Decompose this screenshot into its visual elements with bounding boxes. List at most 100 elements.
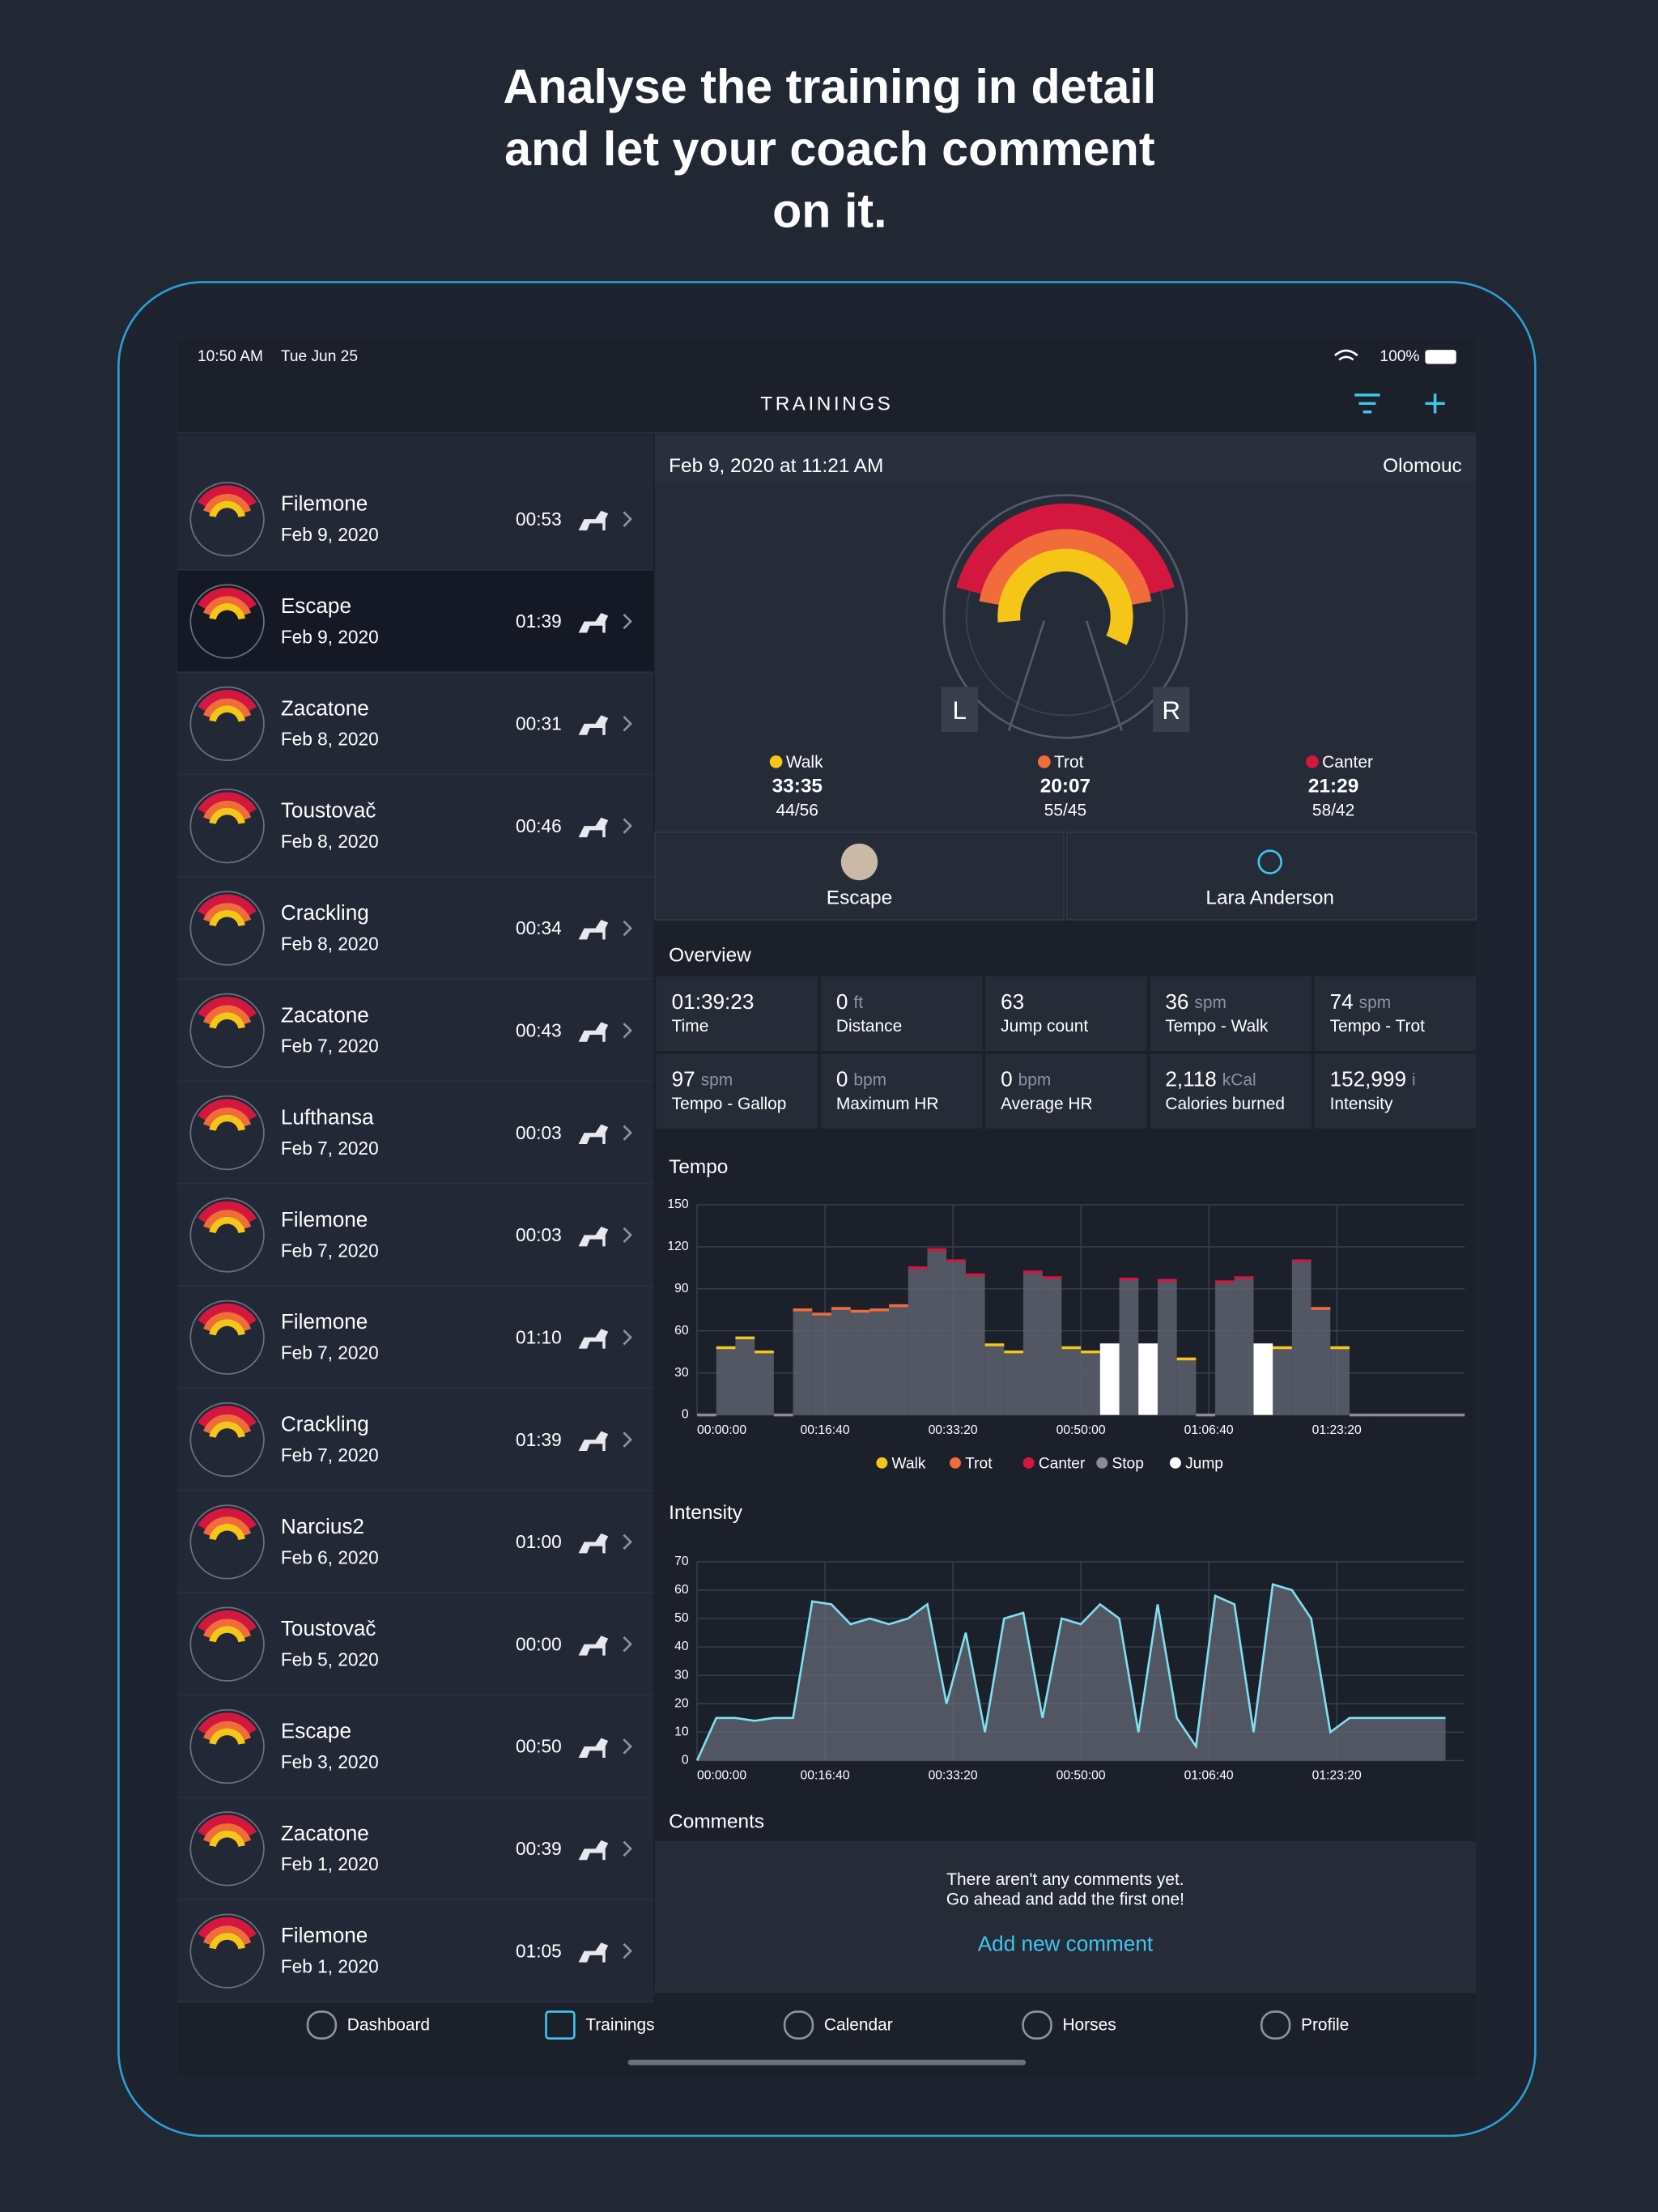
tab-label[interactable]: Trainings (585, 2016, 654, 2035)
value: 97 (672, 1067, 695, 1091)
y-tick-label: 60 (674, 1583, 689, 1597)
legend-label: Walk (892, 1456, 926, 1473)
overview-label: Intensity (1330, 1095, 1393, 1113)
gauge-band (209, 807, 245, 824)
gauge-band (209, 602, 245, 620)
x-tick-label: 00:50:00 (1056, 1423, 1106, 1437)
tempo-bar (1291, 1261, 1312, 1415)
training-row[interactable] (177, 775, 653, 877)
tempo-bar (1061, 1347, 1082, 1415)
gauge-band (203, 493, 252, 513)
training-row[interactable] (177, 1082, 653, 1184)
tab-icon[interactable] (545, 2010, 576, 2040)
training-name: Crackling (281, 900, 369, 925)
gauge-band (209, 705, 245, 722)
horse-icon (578, 1840, 609, 1861)
tempo-bar (1081, 1351, 1100, 1415)
tab-label[interactable]: Horses (1062, 2016, 1116, 2035)
gauge-band (198, 792, 257, 814)
overview-value: 63 (1001, 989, 1024, 1014)
tab-icon[interactable] (306, 2010, 338, 2040)
training-name: Zacatone (281, 696, 369, 720)
overview-tile (1150, 976, 1312, 1052)
add-button[interactable] (1425, 393, 1445, 414)
value: 152,999 (1330, 1067, 1406, 1091)
overview-tile (1314, 1053, 1477, 1129)
overview-tile (984, 976, 1147, 1052)
training-row[interactable] (177, 1184, 653, 1287)
overview-label: Maximum HR (836, 1095, 939, 1113)
gauge-outline (189, 1197, 265, 1273)
gauge-outline (189, 584, 265, 659)
training-row[interactable] (177, 1899, 653, 2002)
chevron (623, 1636, 632, 1653)
legend-dot (876, 1457, 888, 1469)
overview-tile (1314, 976, 1477, 1052)
unit: spm (1194, 993, 1226, 1011)
gauge-band (203, 1721, 252, 1741)
gauge-band (198, 1508, 257, 1529)
tempo-bar (812, 1313, 831, 1415)
tab-label[interactable]: Profile (1301, 2016, 1349, 2035)
training-duration: 00:03 (516, 1122, 562, 1143)
filter-button[interactable] (1354, 393, 1380, 414)
tab-label[interactable]: Calendar (824, 2016, 893, 2035)
gauge-band (203, 596, 252, 615)
comments-panel (654, 1840, 1477, 1993)
tempo-bar (831, 1308, 851, 1415)
gauge-band (203, 1619, 252, 1638)
gauge-label: L (952, 696, 966, 725)
gauge-band (209, 909, 245, 927)
overview-label: Tempo - Walk (1165, 1017, 1269, 1036)
y-tick-label: 150 (667, 1197, 688, 1211)
status-date: Tue Jun 25 (281, 348, 358, 365)
chevron (623, 818, 632, 834)
gait-name: Trot (1054, 753, 1084, 772)
chevron (623, 511, 632, 527)
training-row[interactable] (177, 1491, 653, 1593)
unit: ft (853, 993, 863, 1011)
tab-icon[interactable] (1260, 2010, 1291, 2040)
training-row[interactable] (177, 673, 653, 775)
overview-tile (820, 976, 983, 1052)
training-row[interactable] (177, 1797, 653, 1900)
gait-ratio: 44/56 (776, 801, 818, 819)
rider-cell[interactable] (1065, 832, 1477, 921)
gait-time: 20:07 (1040, 776, 1090, 798)
overview-value: 97 spm (672, 1067, 733, 1091)
training-row[interactable] (177, 1695, 653, 1797)
tab-icon[interactable] (783, 2010, 814, 2040)
chevron (623, 1840, 632, 1857)
overview-value: 2,118 kCal (1165, 1067, 1256, 1091)
training-row[interactable] (177, 1287, 653, 1389)
training-duration: 00:50 (516, 1736, 562, 1757)
unit: bpm (853, 1070, 886, 1089)
training-row[interactable] (177, 1593, 653, 1695)
training-row[interactable] (177, 570, 653, 673)
training-name: Escape (281, 1719, 351, 1743)
horse-icon (578, 920, 609, 940)
training-row[interactable] (177, 980, 653, 1082)
horse-name: Escape (827, 887, 892, 908)
chevron (623, 716, 632, 732)
training-name: Escape (281, 593, 351, 618)
value: 2,118 (1165, 1067, 1216, 1091)
training-duration: 01:10 (516, 1326, 562, 1347)
training-row[interactable] (177, 877, 653, 980)
training-row[interactable] (177, 468, 653, 570)
tempo-bar (946, 1261, 966, 1415)
x-tick-label: 00:16:40 (801, 1769, 850, 1783)
training-row[interactable] (177, 1389, 653, 1491)
y-tick-label: 10 (674, 1725, 689, 1738)
unit: kCal (1222, 1070, 1256, 1089)
tab-icon[interactable] (1022, 2010, 1052, 2040)
gauge-outline (189, 482, 265, 557)
tab-label[interactable]: Dashboard (347, 2016, 430, 2035)
overview-label: Distance (836, 1017, 902, 1036)
y-tick-label: 30 (674, 1366, 689, 1380)
tempo-bar (908, 1267, 928, 1415)
add-comment-button[interactable]: Add new comment (978, 1932, 1154, 1956)
training-date: Feb 5, 2020 (281, 1649, 379, 1670)
gauge-band (209, 1626, 245, 1643)
horse-icon (578, 715, 609, 735)
